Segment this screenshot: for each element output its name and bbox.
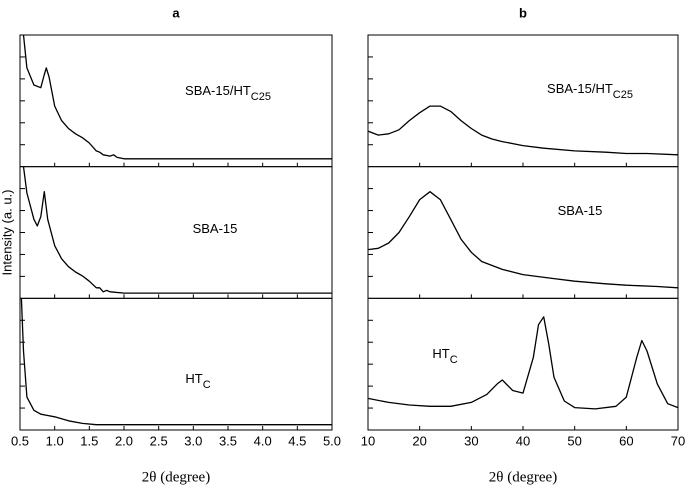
sample-label-main: HT bbox=[185, 371, 202, 386]
xrd-curve bbox=[22, 166, 332, 294]
sample-label-sub: C25 bbox=[613, 89, 633, 101]
sample-label: SBA-15/HTC25 bbox=[185, 83, 271, 102]
x-tick-label: 4.0 bbox=[254, 433, 272, 448]
x-tick-label: 4.5 bbox=[288, 433, 306, 448]
xrd-curve bbox=[367, 316, 679, 410]
x-tick-label: 0.5 bbox=[11, 433, 29, 448]
x-tick-label: 20 bbox=[412, 433, 426, 448]
sample-label-sub: C25 bbox=[251, 91, 271, 103]
panel-frame bbox=[367, 297, 679, 431]
xrd-curve bbox=[22, 34, 332, 160]
sample-label: HTC bbox=[185, 371, 210, 390]
x-axis-title: 2θ (degree) bbox=[489, 469, 557, 485]
x-axis-title: 2θ (degree) bbox=[142, 469, 210, 485]
sample-label-sub: C bbox=[450, 354, 458, 366]
x-tick-label: 2.0 bbox=[115, 433, 133, 448]
y-axis-title: Intensity (a. u.) bbox=[0, 190, 14, 276]
xrd-curve bbox=[367, 105, 679, 156]
x-tick-label: 1.0 bbox=[46, 433, 64, 448]
panel-frame bbox=[367, 166, 679, 299]
x-tick-label: 5.0 bbox=[323, 433, 341, 448]
x-tick-label: 70 bbox=[671, 433, 685, 448]
x-tick-label: 10 bbox=[361, 433, 375, 448]
panel-title: a bbox=[172, 5, 180, 20]
x-tick-label: 60 bbox=[619, 433, 633, 448]
panel-frame bbox=[19, 297, 333, 431]
sample-label-main: HT bbox=[432, 346, 449, 361]
sample-label-main: SBA-15 bbox=[558, 203, 603, 218]
panel-frame bbox=[19, 166, 333, 299]
sample-label: SBA-15/HTC25 bbox=[547, 81, 633, 100]
x-tick-label: 1.5 bbox=[80, 433, 98, 448]
xrd-curve bbox=[20, 298, 332, 426]
x-tick-label: 2.5 bbox=[150, 433, 168, 448]
sample-label-main: SBA-15/HT bbox=[547, 81, 613, 96]
panel-frame bbox=[19, 34, 333, 168]
sample-label-main: SBA-15/HT bbox=[185, 83, 251, 98]
sample-label-main: SBA-15 bbox=[193, 221, 238, 236]
x-tick-label: 3.5 bbox=[219, 433, 237, 448]
x-tick-label: 50 bbox=[567, 433, 581, 448]
sample-label-sub: C bbox=[203, 379, 211, 391]
sample-label: HTC bbox=[432, 346, 457, 365]
x-tick-label: 3.0 bbox=[184, 433, 202, 448]
x-tick-label: 40 bbox=[516, 433, 530, 448]
x-tick-label: 30 bbox=[464, 433, 478, 448]
sample-label: SBA-15 bbox=[193, 221, 238, 236]
sample-label: SBA-15 bbox=[558, 203, 603, 218]
xrd-curve bbox=[367, 191, 679, 289]
panel-title: b bbox=[519, 5, 527, 20]
